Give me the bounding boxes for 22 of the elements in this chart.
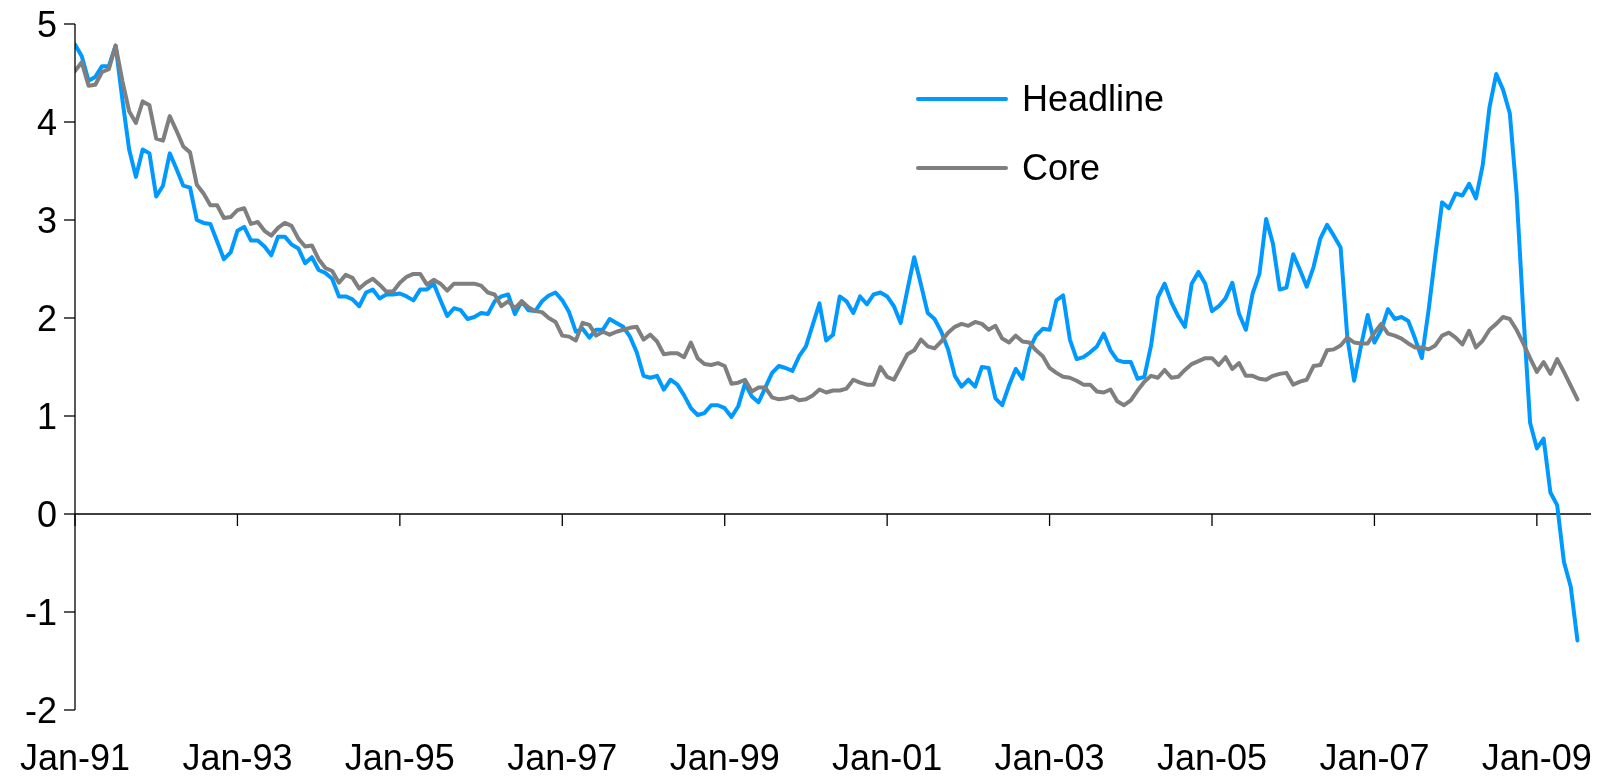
x-tick-label: Jan-01 [832,737,943,778]
y-tick-label: 4 [36,101,57,143]
line-series [75,42,1580,643]
y-tick-label: -2 [24,689,57,731]
x-tick-label: Jan-05 [1156,737,1268,778]
y-tick-label: 3 [36,199,57,241]
legend-label: Headline [1021,77,1164,119]
x-tick-label: Jan-07 [1319,737,1430,778]
y-tick-label: 2 [36,297,57,339]
legend-label: Core [1021,146,1100,188]
y-tick-label: 5 [36,3,57,45]
x-tick-label: Jan-97 [507,737,618,778]
line-series [75,43,1580,408]
y-tick-label: 0 [36,493,57,535]
x-tick-label: Jan-91 [19,737,131,778]
x-tick-label: Jan-03 [994,737,1105,778]
x-tick-label: Jan-93 [182,737,293,778]
x-tick-label: Jan-95 [344,737,455,778]
x-tick-label: Jan-09 [1481,737,1592,778]
y-tick-label: 1 [36,395,57,437]
y-tick-label: -1 [24,591,57,633]
x-tick-label: Jan-99 [669,737,780,778]
